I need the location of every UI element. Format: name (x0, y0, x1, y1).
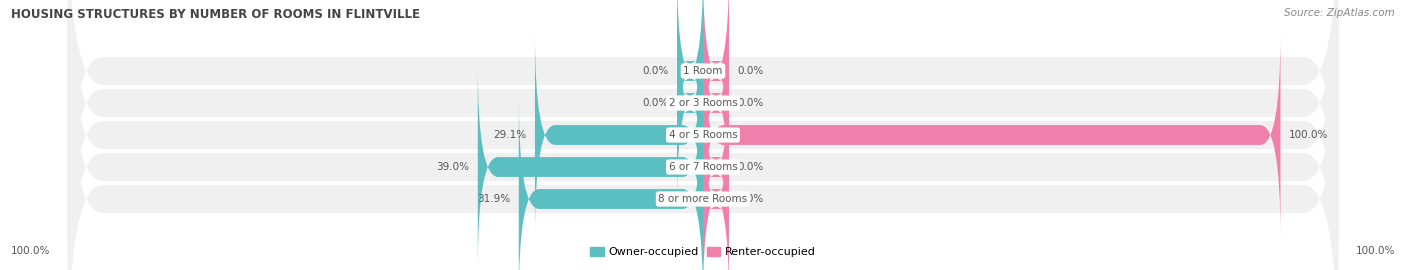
FancyBboxPatch shape (67, 0, 1339, 270)
Legend: Owner-occupied, Renter-occupied: Owner-occupied, Renter-occupied (586, 242, 820, 262)
FancyBboxPatch shape (67, 0, 1339, 270)
Text: 0.0%: 0.0% (643, 66, 668, 76)
Text: HOUSING STRUCTURES BY NUMBER OF ROOMS IN FLINTVILLE: HOUSING STRUCTURES BY NUMBER OF ROOMS IN… (11, 8, 420, 21)
FancyBboxPatch shape (67, 21, 1339, 270)
FancyBboxPatch shape (67, 0, 1339, 249)
FancyBboxPatch shape (703, 0, 728, 173)
FancyBboxPatch shape (703, 65, 728, 269)
Text: 100.0%: 100.0% (1289, 130, 1329, 140)
FancyBboxPatch shape (678, 1, 703, 205)
Text: 100.0%: 100.0% (1355, 247, 1395, 256)
Text: 0.0%: 0.0% (738, 162, 763, 172)
Text: 39.0%: 39.0% (436, 162, 470, 172)
Text: 0.0%: 0.0% (738, 194, 763, 204)
Text: 2 or 3 Rooms: 2 or 3 Rooms (669, 98, 737, 108)
Text: 100.0%: 100.0% (11, 247, 51, 256)
Text: 1 Room: 1 Room (683, 66, 723, 76)
FancyBboxPatch shape (67, 0, 1339, 270)
FancyBboxPatch shape (678, 0, 703, 173)
Text: 0.0%: 0.0% (643, 98, 668, 108)
FancyBboxPatch shape (478, 65, 703, 269)
Text: Source: ZipAtlas.com: Source: ZipAtlas.com (1284, 8, 1395, 18)
Text: 0.0%: 0.0% (738, 98, 763, 108)
Text: 31.9%: 31.9% (477, 194, 510, 204)
FancyBboxPatch shape (703, 1, 728, 205)
Text: 8 or more Rooms: 8 or more Rooms (658, 194, 748, 204)
Text: 4 or 5 Rooms: 4 or 5 Rooms (669, 130, 737, 140)
FancyBboxPatch shape (519, 97, 703, 270)
Text: 29.1%: 29.1% (494, 130, 526, 140)
Text: 6 or 7 Rooms: 6 or 7 Rooms (669, 162, 737, 172)
Text: 0.0%: 0.0% (738, 66, 763, 76)
FancyBboxPatch shape (703, 97, 728, 270)
FancyBboxPatch shape (534, 33, 703, 237)
FancyBboxPatch shape (703, 33, 1281, 237)
